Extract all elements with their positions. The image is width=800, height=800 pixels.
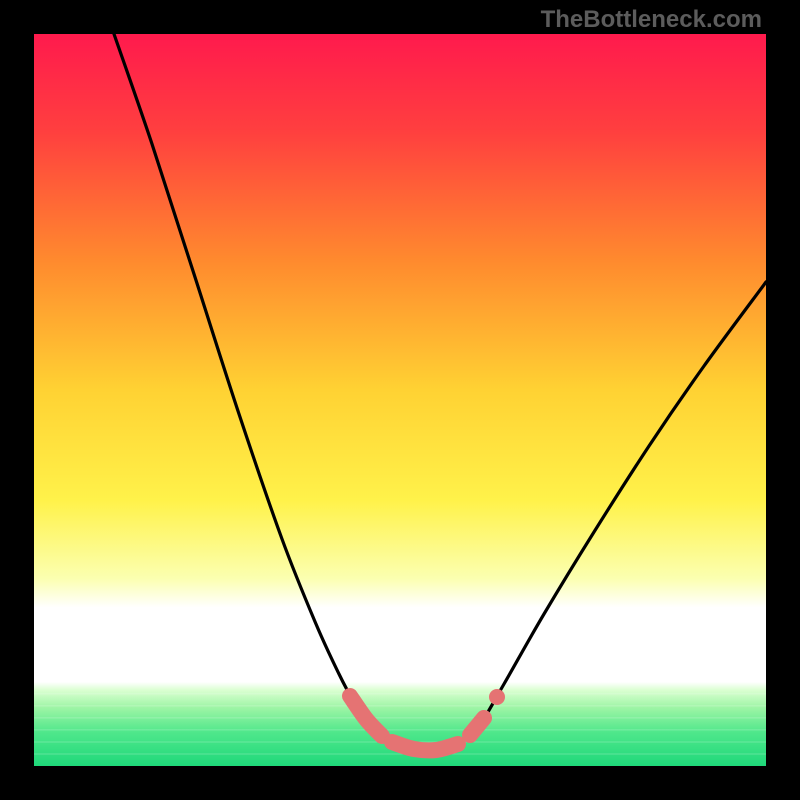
highlight-right: [470, 718, 484, 735]
bottleneck-curve: [114, 34, 766, 751]
highlight-floor: [392, 742, 458, 750]
curve-layer: [0, 0, 800, 800]
highlight-dot: [489, 689, 505, 705]
chart-root: TheBottleneck.com: [0, 0, 800, 800]
watermark-text: TheBottleneck.com: [541, 6, 762, 34]
